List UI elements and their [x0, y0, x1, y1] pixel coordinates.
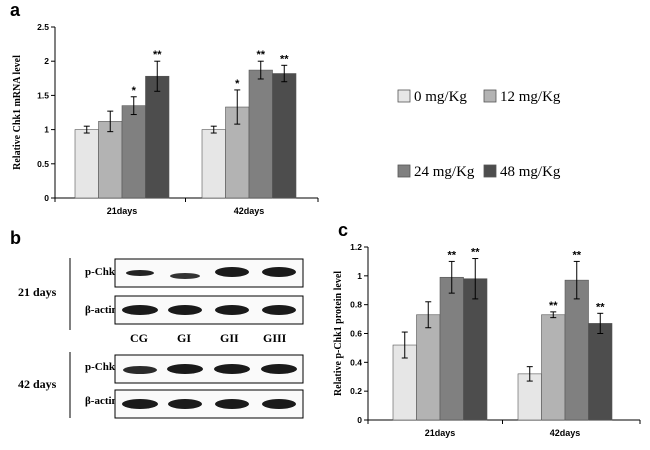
- chart-a-ytick-label: 0.5: [37, 159, 49, 169]
- band-42-actin-gii: [215, 399, 249, 409]
- legend-swatch-2: [397, 164, 411, 178]
- row-label-42-actin: β-actin: [85, 395, 118, 407]
- panel-label-b: b: [10, 228, 21, 248]
- chart-c-ytick-label: 0.6: [350, 329, 362, 339]
- chart-c-bar-21days-1: [416, 314, 441, 421]
- band-42-actin-cg: [122, 399, 158, 409]
- row-label-21-actin: β-actin: [85, 304, 118, 316]
- chart-c-bar-21days-3: [463, 278, 488, 421]
- band-21-pchk1-gii: [215, 267, 249, 277]
- chart-a-bar-42days-0: [201, 129, 226, 199]
- band-42-pchk1-gi: [167, 364, 203, 374]
- legend-swatch-3: [483, 164, 497, 178]
- chart-a-bar-42days-2: [248, 69, 273, 199]
- chart-a-bar-42days-3: [272, 73, 297, 199]
- panel-label-c: c: [338, 220, 348, 240]
- chart-c-ylabel: Relative p-Chk1 protein level: [333, 271, 344, 396]
- chart-a-ytick-label: 1.5: [37, 90, 49, 100]
- western-blot: 21 days 42 days p-Chk1 β-actin p-Chk1 β-…: [18, 258, 304, 419]
- band-42-actin-gi: [168, 399, 202, 409]
- chart-a-significance-42days-3: **: [280, 53, 289, 65]
- legend-swatch-1: [483, 89, 497, 103]
- legend: 0 mg/Kg 12 mg/Kg 24 mg/Kg 48 mg/Kg: [397, 89, 561, 180]
- legend-label-3: 48 mg/Kg: [500, 164, 561, 180]
- chart-a-category-42days: 42days: [234, 206, 265, 216]
- lane-label-giii: GIII: [263, 331, 287, 345]
- chart-a-bar-21days-0: [74, 129, 99, 199]
- chart-c-ytick-label: 0.2: [350, 386, 362, 396]
- chart-a-bar-21days-1: [98, 121, 123, 199]
- chart-c-bar-42days-2: [564, 279, 589, 421]
- row-label-21-pchk1: p-Chk1: [85, 266, 120, 278]
- legend-swatch-0: [397, 89, 411, 103]
- chart-a-ytick-label: 2: [44, 56, 49, 66]
- legend-label-0: 0 mg/Kg: [414, 89, 467, 105]
- chart-a-significance-42days-2: **: [256, 49, 265, 61]
- band-42-pchk1-cg: [123, 366, 157, 374]
- chart-c-bar-42days-1: [541, 314, 566, 421]
- chart-a-ytick-label: 0: [44, 193, 49, 203]
- chart-c-significance-42days-2: **: [572, 249, 581, 261]
- chart-a-significance-21days-3: **: [153, 49, 162, 61]
- legend-label-2: 24 mg/Kg: [414, 164, 475, 180]
- chart-c-significance-21days-3: **: [471, 247, 480, 259]
- legend-label-1: 12 mg/Kg: [500, 89, 561, 105]
- band-21-actin-gii: [215, 305, 249, 315]
- chart-c: 0 0.2 0.4 0.6 0.8 1 1.2 Relative p-Chk1 protein…: [333, 242, 641, 438]
- group-label-21days: 21 days: [18, 285, 57, 299]
- chart-c-ytick-label: 1.2: [350, 242, 362, 252]
- chart-a-significance-42days-1: *: [235, 78, 240, 90]
- chart-c-significance-42days-3: **: [596, 301, 605, 313]
- chart-c-category-21days: 21days: [425, 428, 456, 438]
- chart-c-bar-21days-2: [439, 276, 464, 421]
- lane-label-cg: CG: [130, 331, 148, 345]
- chart-c-significance-21days-2: **: [447, 249, 456, 261]
- band-21-actin-gi: [168, 305, 202, 315]
- band-21-pchk1-cg: [126, 270, 154, 276]
- chart-a-ytick-label: 1: [44, 125, 49, 135]
- chart-c-category-42days: 42days: [550, 428, 581, 438]
- chart-c-ytick-label: 0.4: [350, 357, 362, 367]
- chart-a-bar-21days-2: [121, 105, 146, 199]
- chart-a-category-21days: 21days: [107, 206, 138, 216]
- band-21-pchk1-giii: [262, 267, 296, 277]
- band-42-actin-giii: [262, 399, 296, 409]
- band-42-pchk1-giii: [261, 364, 297, 374]
- chart-c-significance-42days-1: **: [549, 300, 558, 312]
- panel-label-a: a: [10, 0, 21, 20]
- chart-c-ytick-label: 1: [357, 271, 362, 281]
- chart-c-ytick-label: 0.8: [350, 300, 362, 310]
- band-42-pchk1-gii: [214, 364, 250, 374]
- band-21-pchk1-gi: [170, 273, 200, 279]
- lane-label-gii: GII: [220, 331, 239, 345]
- group-label-42days: 42 days: [18, 377, 57, 391]
- chart-a-ylabel: Relative Chk1 mRNA level: [12, 55, 23, 170]
- chart-a-significance-21days-2: *: [132, 85, 137, 97]
- chart-c-ytick-label: 0: [357, 415, 362, 425]
- chart-c-bar-42days-3: [588, 323, 613, 421]
- lane-label-gi: GI: [177, 331, 191, 345]
- band-21-actin-cg: [122, 305, 158, 315]
- row-label-42-pchk1: p-Chk1: [85, 361, 120, 373]
- band-21-actin-giii: [262, 305, 296, 315]
- chart-a-ytick-label: 2.5: [37, 22, 49, 32]
- chart-a-bar-21days-3: [145, 75, 170, 199]
